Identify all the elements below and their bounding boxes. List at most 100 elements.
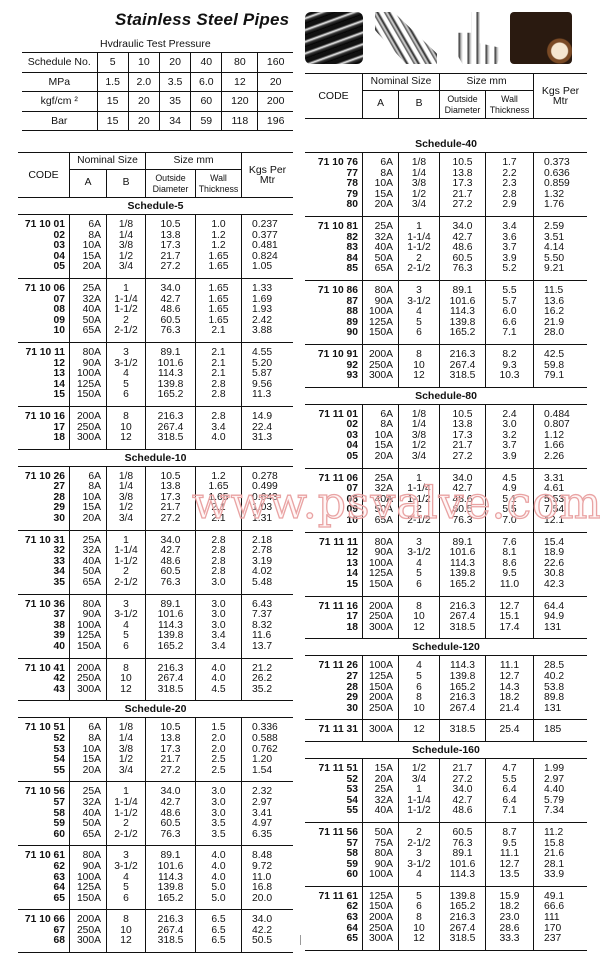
- code-cell: 64: [53, 882, 65, 894]
- kgs-per-mtr-cell: 0.643: [252, 491, 278, 503]
- kgs-per-mtr-cell: 0.762: [252, 743, 278, 755]
- code-cell: 71 10 61: [24, 850, 65, 862]
- nominal-a-column: 15A 20A 25A 32A 40A: [362, 758, 398, 822]
- nominal-b-cell: 2-1/2: [407, 515, 431, 527]
- nominal-a-cell: 6A: [88, 219, 101, 230]
- code-cell: 43: [53, 683, 65, 695]
- wall-thickness-cell: 9.5: [502, 568, 517, 580]
- kgs-per-mtr-cell: 131: [544, 621, 562, 633]
- row-group: 71 11 16 17 18 200A 250A 300A 8 10 12 216.3 267.4 3…: [305, 596, 587, 640]
- code-cell: 12: [346, 547, 358, 559]
- nominal-a-cell: 25A: [374, 220, 393, 232]
- nominal-a-cell: 125A: [368, 670, 393, 682]
- pressure-value: 6.0: [190, 71, 222, 92]
- code-cell: 71 10 06: [24, 282, 65, 294]
- nominal-b-column: 4 5 6 8 10: [398, 656, 439, 720]
- outside-diameter-cell: 76.3: [160, 325, 181, 337]
- kgs-per-mtr-cell: 2.42: [252, 314, 273, 326]
- outside-diameter-cell: 42.7: [452, 231, 473, 243]
- code-cell: 13: [53, 368, 65, 380]
- kgs-per-mtr-cell: 1.33: [252, 282, 273, 294]
- nominal-b-cell: 12: [120, 432, 132, 444]
- wall-thickness-cell: 3.7: [502, 440, 517, 452]
- nominal-b-cell: 2: [123, 566, 129, 578]
- nominal-b-column: 1/8 1/4 3/8 1/2 3/4: [106, 215, 145, 278]
- outside-diameter-cell: 165.2: [449, 579, 476, 590]
- nominal-b-column: 1/8 1/4 3/8 1/2 3/4: [106, 718, 145, 782]
- nominal-b-cell: 1/4: [411, 167, 427, 179]
- outside-diameter-cell: 139.8: [449, 890, 476, 902]
- kgs-per-mtr-cell: 15.4: [544, 536, 565, 548]
- wall-thickness-cell: 3.6: [502, 231, 517, 243]
- outside-diameter-column: 216.3 267.4 318.5: [145, 406, 195, 449]
- code-column: 71 11 26 27 28 29 30: [305, 656, 362, 719]
- kgs-per-mtr-cell: 3.88: [252, 325, 273, 337]
- code-column: 71 11 06 07 08 09 10: [305, 469, 362, 532]
- nominal-a-cell: 32A: [374, 231, 393, 243]
- kgs-per-mtr-column: 15.4 18.9 22.6 30.8 42.3: [533, 532, 587, 596]
- row-group: 71 11 61 62 63 64 65 125A 150A 200A 250A 300A 5 6 8 1…: [305, 886, 587, 951]
- kgs-per-mtr-cell: 64.4: [544, 600, 565, 612]
- kgs-per-mtr-column: 14.9 22.4 31.3: [241, 406, 293, 449]
- kgs-per-mtr-cell: 1.54: [252, 764, 273, 776]
- nominal-b-cell: 1/8: [118, 722, 134, 734]
- pressure-table-caption: Hvdraulic Test Pressure: [100, 38, 211, 50]
- nominal-b-cell: 3: [123, 598, 129, 610]
- code-column: 71 10 51 52 53 54 55: [18, 718, 69, 781]
- wall-thickness-cell: 2.9: [502, 199, 517, 211]
- kgs-per-mtr-cell: 3.19: [252, 555, 273, 567]
- code-column: 71 10 01 02 03 04 05: [18, 215, 69, 278]
- kgs-per-mtr-cell: 89.8: [544, 692, 565, 704]
- code-cell: 65: [53, 892, 65, 904]
- code-cell: 05: [346, 451, 358, 463]
- kgs-per-mtr-cell: 4.40: [544, 784, 565, 796]
- nominal-a-cell: 100A: [76, 871, 101, 883]
- kgs-per-mtr-column: 1.33 1.69 1.93 2.42 3.88: [241, 278, 293, 342]
- code-column: 71 10 76 77 78 79 80: [305, 153, 362, 216]
- nominal-b-cell: 3/8: [411, 178, 427, 190]
- kgs-per-mtr-cell: 1.12: [544, 429, 565, 441]
- nominal-a-cell: 250A: [368, 359, 393, 371]
- kgs-per-mtr-cell: 1.66: [544, 440, 565, 452]
- code-cell: 08: [346, 493, 358, 505]
- code-cell: 90: [346, 327, 358, 339]
- code-cell: 53: [53, 743, 65, 755]
- nominal-b-column: 5 6 8 10 12: [398, 886, 439, 950]
- nominal-a-cell: 6A: [88, 470, 101, 482]
- wall-thickness-cell: 6.4: [502, 794, 517, 806]
- kgs-per-mtr-cell: 4.14: [544, 242, 565, 254]
- nominal-a-cell: 300A: [368, 621, 393, 633]
- nominal-b-cell: 1-1/4: [114, 293, 138, 305]
- header-a: A: [69, 170, 106, 197]
- nominal-b-cell: 3-1/2: [407, 858, 431, 870]
- outside-diameter-cell: 60.5: [452, 252, 473, 264]
- wall-thickness-column: 4.7 5.5 6.4 6.4 7.1: [485, 758, 533, 822]
- wall-thickness-cell: 6.4: [502, 784, 517, 796]
- nominal-a-cell: 300A: [368, 933, 393, 945]
- kgs-per-mtr-cell: 5.20: [252, 357, 273, 369]
- pressure-value: 80: [221, 52, 258, 73]
- wall-thickness-cell: 2.5: [211, 764, 226, 776]
- code-cell: 04: [53, 250, 65, 262]
- nominal-b-cell: 3/4: [118, 764, 134, 776]
- outside-diameter-cell: 216.3: [449, 692, 476, 704]
- wall-thickness-cell: 3.0: [211, 786, 226, 798]
- nominal-b-column: 12: [398, 720, 439, 741]
- wall-thickness-cell: 3.4: [211, 421, 226, 433]
- code-cell: 03: [53, 240, 65, 252]
- nominal-b-cell: 12: [120, 683, 132, 695]
- nominal-a-column: 200A 250A 300A: [362, 344, 398, 387]
- outside-diameter-cell: 42.7: [160, 545, 181, 557]
- nominal-a-cell: 200A: [368, 348, 393, 360]
- nominal-b-cell: 3: [416, 536, 422, 548]
- nominal-b-cell: 1: [416, 472, 422, 484]
- nominal-b-cell: 1-1/2: [407, 493, 431, 505]
- wall-thickness-cell: 3.0: [502, 419, 517, 431]
- code-cell: 02: [346, 419, 358, 431]
- wall-thickness-cell: 5.7: [502, 295, 517, 307]
- wall-thickness-cell: 2.1: [211, 325, 226, 337]
- nominal-b-cell: 1/4: [118, 481, 134, 493]
- wall-thickness-cell: 1.65: [208, 293, 229, 305]
- code-cell: 88: [346, 306, 358, 318]
- nominal-b-cell: 4: [123, 871, 129, 883]
